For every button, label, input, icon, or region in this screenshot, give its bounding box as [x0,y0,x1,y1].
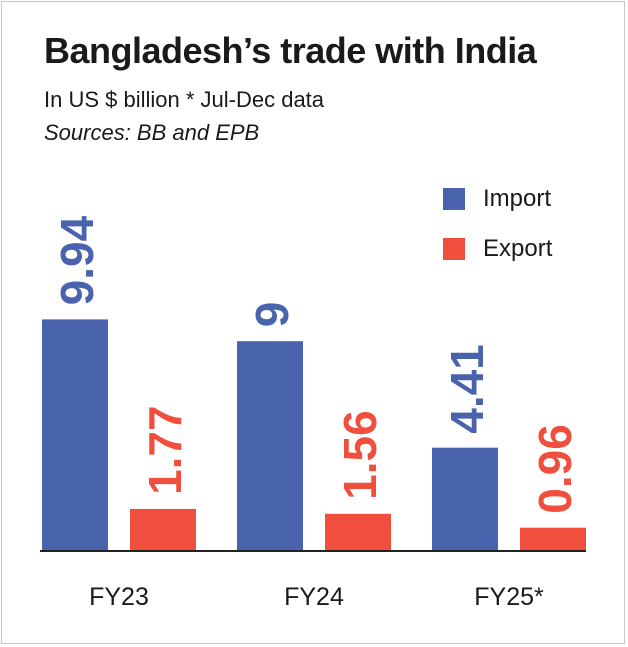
legend-item-export: Export [443,224,552,274]
data-label-import-0: 9.94 [51,215,103,305]
chart-sources: Sources: BB and EPB [44,120,260,145]
legend-label-export: Export [483,235,553,262]
bar-export-1 [325,513,391,550]
legend-label-import: Import [483,185,552,212]
data-label-import-2: 4.41 [441,344,493,434]
bar-export-2 [520,527,586,550]
legend-swatch-export [443,238,465,260]
bar-import-2 [432,447,498,550]
category-label-1: FY24 [284,583,344,611]
chart-subtitle: In US $ billion * Jul-Dec data [44,87,325,112]
data-label-import-1: 9 [246,302,298,328]
bar-import-0 [42,319,108,550]
legend: Import Export [443,174,552,274]
data-label-export-1: 1.56 [334,410,386,500]
data-label-export-2: 0.96 [529,424,581,514]
legend-item-import: Import [443,174,552,224]
bar-import-1 [237,341,303,550]
data-label-export-0: 1.77 [139,405,191,495]
category-label-2: FY25* [474,583,544,611]
category-label-0: FY23 [89,583,149,611]
bar-export-0 [130,508,196,550]
chart-title: Bangladesh’s trade with India [44,30,537,71]
legend-swatch-import [443,188,465,210]
